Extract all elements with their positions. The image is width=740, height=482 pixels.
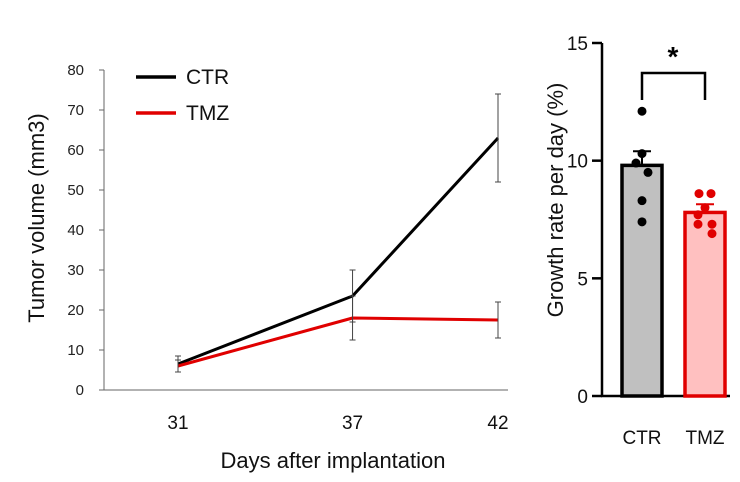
line-chart-axes: [103, 70, 508, 391]
bar-chart-y-tick-label: 15: [567, 34, 588, 55]
line-chart-y-tick-label: 0: [76, 382, 84, 399]
line-chart-x-tick-label: 37: [342, 413, 363, 434]
line-chart-y-tick-label: 80: [67, 62, 84, 79]
line-chart-x-ticks: 31 37 42: [167, 413, 508, 434]
data-point-tmz: [707, 219, 717, 229]
error-bar-ctr: [495, 93, 501, 183]
data-point-ctr: [637, 217, 647, 227]
line-chart-y-title: Tumor volume (mm3): [24, 113, 49, 322]
data-point-tmz: [706, 189, 716, 199]
line-chart-y-tick-label: 30: [67, 262, 84, 279]
error-bar-tmz: [495, 301, 501, 339]
line-chart-y-tick-label: 40: [67, 222, 84, 239]
line-chart-y-tick-label: 60: [67, 142, 84, 159]
line-chart-y-tick-label: 70: [67, 102, 84, 119]
line-chart-y-ticks: 0 10 20 30 40 50 60 70 80: [67, 62, 104, 399]
series-line-tmz: [177, 316, 499, 368]
line-chart-series: [175, 93, 501, 373]
line-chart-y-tick-label: 10: [67, 342, 84, 359]
significance-bracket-line: [640, 71, 707, 100]
bar-chart-bars: [620, 106, 727, 398]
line-chart-y-tick-label: 20: [67, 302, 84, 319]
line-chart: 0 10 20 30 40 50 60 70 80 31 37 42 CTR TMZ Days af…: [24, 62, 509, 473]
significance-bracket: *: [640, 41, 707, 100]
data-point-tmz: [700, 203, 710, 213]
error-bar-tmz: [349, 295, 356, 341]
data-point-tmz: [693, 210, 703, 220]
bar-chart-y-tick-label: 10: [567, 152, 588, 173]
data-point-ctr: [637, 149, 647, 159]
bar-chart: 0 5 10 15 CTR TMZ * Growth rate per day (%): [543, 34, 730, 449]
series-line-ctr: [177, 136, 500, 366]
bar-chart-y-title: Growth rate per day (%): [543, 83, 568, 318]
bar-chart-y-tick-label: 5: [577, 269, 588, 290]
bar-chart-x-tick-labels: CTR TMZ: [622, 428, 724, 449]
data-point-ctr: [637, 196, 647, 206]
bar-chart-x-tick-label: CTR: [622, 428, 661, 449]
data-point-ctr: [637, 106, 647, 116]
data-point-ctr: [631, 158, 641, 168]
bar-chart-x-tick-label: TMZ: [685, 428, 724, 449]
line-chart-x-title: Days after implantation: [221, 448, 446, 473]
significance-marker: *: [668, 41, 679, 72]
data-point-tmz: [694, 189, 704, 199]
legend-label-tmz: TMZ: [186, 102, 229, 125]
error-bar-tmz: [175, 359, 181, 373]
data-point-ctr: [643, 167, 653, 177]
bar-chart-y-tick-label: 0: [577, 387, 588, 408]
bar-tmz: [683, 210, 727, 398]
bar-chart-y-ticks: 0 5 10 15: [567, 34, 602, 408]
line-chart-legend: CTR TMZ: [136, 66, 229, 125]
line-chart-y-tick-label: 50: [67, 182, 84, 199]
legend-label-ctr: CTR: [186, 66, 229, 89]
line-chart-x-tick-label: 31: [167, 413, 188, 434]
data-point-tmz: [693, 219, 703, 229]
line-chart-x-tick-label: 42: [487, 413, 508, 434]
data-point-tmz: [707, 229, 717, 239]
